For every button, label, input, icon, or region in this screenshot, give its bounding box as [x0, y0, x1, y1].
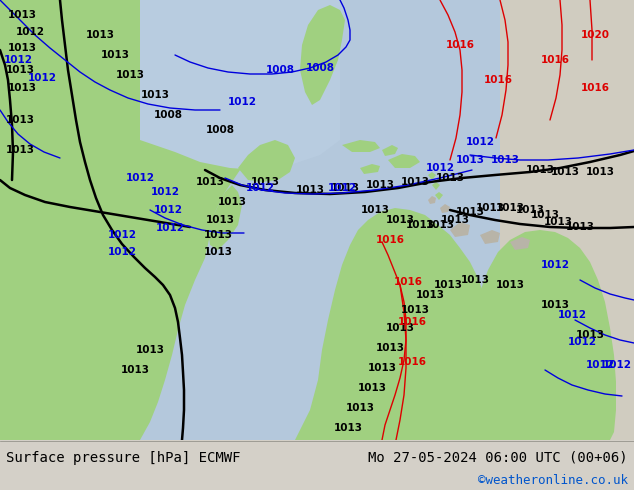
Text: 1013: 1013 — [434, 280, 462, 290]
Text: 1013: 1013 — [385, 323, 415, 333]
Text: 1013: 1013 — [550, 167, 579, 177]
Text: 1008: 1008 — [205, 125, 235, 135]
Text: 1012: 1012 — [245, 183, 275, 193]
Text: 1013: 1013 — [8, 43, 37, 53]
Text: 1020: 1020 — [581, 30, 609, 40]
Text: 1016: 1016 — [581, 83, 609, 93]
Text: 1012: 1012 — [126, 173, 155, 183]
Text: 1016: 1016 — [398, 357, 427, 367]
Text: 1013: 1013 — [250, 177, 280, 187]
Text: 1013: 1013 — [460, 275, 489, 285]
Text: 1013: 1013 — [6, 65, 34, 75]
Text: 1013: 1013 — [375, 343, 404, 353]
Text: 1013: 1013 — [136, 345, 164, 355]
Text: 1013: 1013 — [368, 363, 396, 373]
Text: Surface pressure [hPa] ECMWF: Surface pressure [hPa] ECMWF — [6, 450, 240, 465]
Text: 1013: 1013 — [576, 330, 604, 340]
Text: 1008: 1008 — [306, 63, 335, 73]
Text: 1013: 1013 — [441, 215, 470, 225]
Text: 1012: 1012 — [586, 360, 614, 370]
Text: 1012: 1012 — [465, 137, 495, 147]
Text: 1016: 1016 — [398, 317, 427, 327]
Text: 1013: 1013 — [8, 83, 37, 93]
Text: 1013: 1013 — [586, 167, 614, 177]
Text: 1012: 1012 — [153, 205, 183, 215]
Text: 1013: 1013 — [115, 70, 145, 80]
Text: 1013: 1013 — [333, 423, 363, 433]
Text: 1012: 1012 — [228, 97, 257, 107]
Text: 1016: 1016 — [446, 40, 474, 50]
Text: 1013: 1013 — [358, 383, 387, 393]
Text: 1013: 1013 — [330, 183, 359, 193]
Text: 1013: 1013 — [476, 203, 505, 213]
Text: 1013: 1013 — [491, 155, 519, 165]
Text: 1013: 1013 — [455, 207, 484, 217]
Text: 1012: 1012 — [4, 55, 32, 65]
Text: 1012: 1012 — [557, 310, 586, 320]
Text: 1016: 1016 — [541, 55, 569, 65]
Text: 1013: 1013 — [205, 215, 235, 225]
Text: ©weatheronline.co.uk: ©weatheronline.co.uk — [478, 473, 628, 487]
Text: 1013: 1013 — [515, 205, 545, 215]
Text: 1013: 1013 — [401, 177, 429, 187]
Text: 1013: 1013 — [204, 247, 233, 257]
Text: 1013: 1013 — [6, 145, 34, 155]
Text: 1013: 1013 — [86, 30, 115, 40]
Text: 1013: 1013 — [204, 230, 233, 240]
Text: 1013: 1013 — [531, 210, 559, 220]
Text: 1013: 1013 — [195, 177, 224, 187]
Text: 1013: 1013 — [436, 173, 465, 183]
Text: 1016: 1016 — [484, 75, 512, 85]
Text: 1013: 1013 — [361, 205, 389, 215]
Text: 1012: 1012 — [602, 360, 631, 370]
Text: 1013: 1013 — [295, 185, 325, 195]
Text: 1013: 1013 — [6, 115, 34, 125]
Text: 1012: 1012 — [150, 187, 179, 197]
Text: 1013: 1013 — [346, 403, 375, 413]
Text: 1012: 1012 — [567, 337, 597, 347]
Text: 1013: 1013 — [120, 365, 150, 375]
Text: 1012: 1012 — [328, 183, 356, 193]
Text: 1013: 1013 — [217, 197, 247, 207]
Text: 1013: 1013 — [496, 203, 524, 213]
Text: 1016: 1016 — [394, 277, 422, 287]
Text: 1013: 1013 — [406, 220, 434, 230]
Text: 1013: 1013 — [455, 155, 484, 165]
Text: 1013: 1013 — [541, 300, 569, 310]
Text: 1013: 1013 — [365, 180, 394, 190]
Text: 1012: 1012 — [541, 260, 569, 270]
Text: 1012: 1012 — [108, 247, 136, 257]
Text: 1013: 1013 — [526, 165, 555, 175]
Text: 1012: 1012 — [27, 73, 56, 83]
Text: 1013: 1013 — [141, 90, 169, 100]
Text: 1012: 1012 — [425, 163, 455, 173]
Text: 1012: 1012 — [15, 27, 44, 37]
Text: 1013: 1013 — [385, 215, 415, 225]
Text: 1013: 1013 — [101, 50, 129, 60]
Text: 1013: 1013 — [566, 222, 595, 232]
Text: 1008: 1008 — [266, 65, 295, 75]
Text: 1016: 1016 — [375, 235, 404, 245]
Text: 1012: 1012 — [155, 223, 184, 233]
Text: 1013: 1013 — [425, 220, 455, 230]
Text: 1013: 1013 — [543, 217, 573, 227]
Text: 1012: 1012 — [108, 230, 136, 240]
Text: Mo 27-05-2024 06:00 UTC (00+06): Mo 27-05-2024 06:00 UTC (00+06) — [368, 450, 628, 465]
Text: 1013: 1013 — [415, 290, 444, 300]
Text: 1013: 1013 — [401, 305, 429, 315]
Text: 1008: 1008 — [153, 110, 183, 120]
Text: 1013: 1013 — [496, 280, 524, 290]
Text: 1013: 1013 — [8, 10, 37, 20]
